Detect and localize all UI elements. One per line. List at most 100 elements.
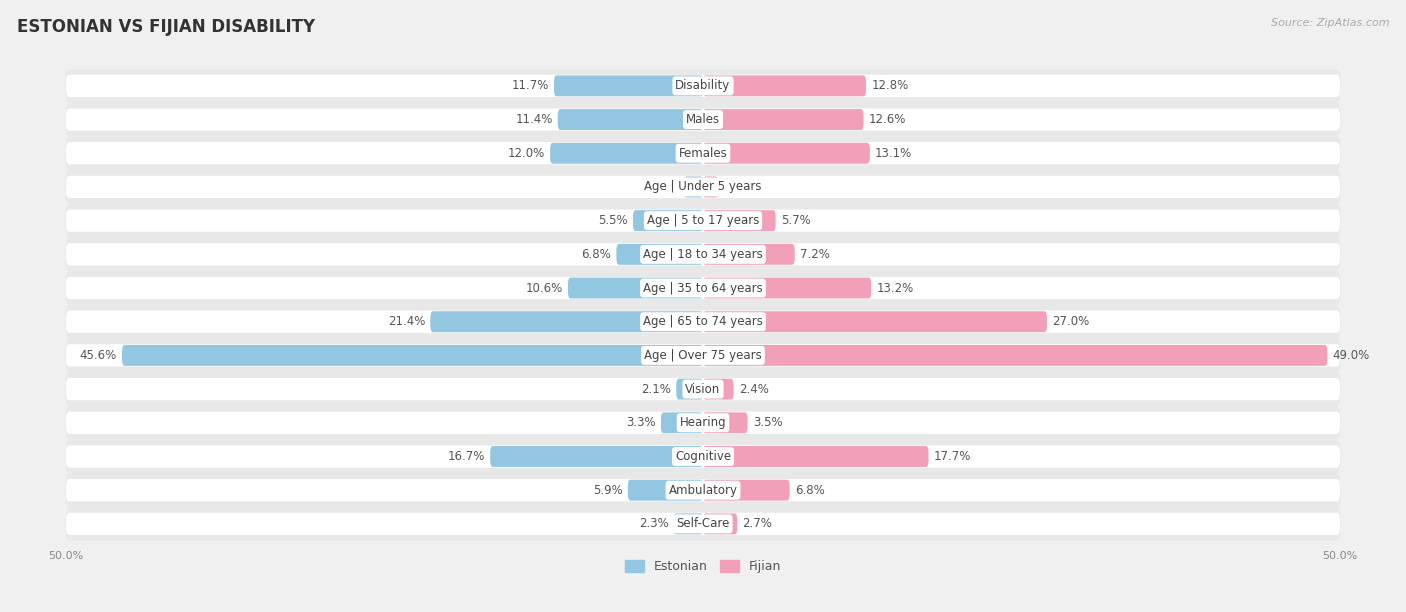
FancyBboxPatch shape bbox=[550, 143, 703, 163]
Text: Hearing: Hearing bbox=[679, 416, 727, 429]
FancyBboxPatch shape bbox=[66, 513, 1340, 535]
Text: 11.7%: 11.7% bbox=[512, 80, 548, 92]
Text: 13.1%: 13.1% bbox=[875, 147, 912, 160]
FancyBboxPatch shape bbox=[66, 271, 1340, 305]
Legend: Estonian, Fijian: Estonian, Fijian bbox=[624, 560, 782, 573]
Text: 6.8%: 6.8% bbox=[582, 248, 612, 261]
FancyBboxPatch shape bbox=[66, 372, 1340, 406]
Text: Age | Over 75 years: Age | Over 75 years bbox=[644, 349, 762, 362]
FancyBboxPatch shape bbox=[66, 446, 1340, 468]
FancyBboxPatch shape bbox=[66, 176, 1340, 198]
Text: 21.4%: 21.4% bbox=[388, 315, 425, 328]
FancyBboxPatch shape bbox=[703, 210, 776, 231]
FancyBboxPatch shape bbox=[66, 170, 1340, 204]
Text: Disability: Disability bbox=[675, 80, 731, 92]
FancyBboxPatch shape bbox=[66, 108, 1340, 131]
FancyBboxPatch shape bbox=[703, 109, 863, 130]
FancyBboxPatch shape bbox=[703, 480, 790, 501]
Text: 2.7%: 2.7% bbox=[742, 517, 772, 531]
Text: Females: Females bbox=[679, 147, 727, 160]
Text: 13.2%: 13.2% bbox=[876, 282, 914, 294]
FancyBboxPatch shape bbox=[66, 142, 1340, 165]
FancyBboxPatch shape bbox=[66, 277, 1340, 299]
FancyBboxPatch shape bbox=[628, 480, 703, 501]
Text: 45.6%: 45.6% bbox=[80, 349, 117, 362]
Text: Ambulatory: Ambulatory bbox=[668, 483, 738, 497]
Text: Age | 5 to 17 years: Age | 5 to 17 years bbox=[647, 214, 759, 227]
FancyBboxPatch shape bbox=[703, 412, 748, 433]
Text: Source: ZipAtlas.com: Source: ZipAtlas.com bbox=[1271, 18, 1389, 28]
Text: ESTONIAN VS FIJIAN DISABILITY: ESTONIAN VS FIJIAN DISABILITY bbox=[17, 18, 315, 36]
FancyBboxPatch shape bbox=[703, 312, 1047, 332]
FancyBboxPatch shape bbox=[703, 176, 718, 198]
FancyBboxPatch shape bbox=[554, 75, 703, 96]
FancyBboxPatch shape bbox=[633, 210, 703, 231]
FancyBboxPatch shape bbox=[703, 513, 737, 534]
FancyBboxPatch shape bbox=[66, 507, 1340, 541]
FancyBboxPatch shape bbox=[66, 305, 1340, 338]
FancyBboxPatch shape bbox=[66, 69, 1340, 103]
FancyBboxPatch shape bbox=[66, 136, 1340, 170]
Text: Age | 35 to 64 years: Age | 35 to 64 years bbox=[643, 282, 763, 294]
FancyBboxPatch shape bbox=[673, 513, 703, 534]
Text: 17.7%: 17.7% bbox=[934, 450, 972, 463]
FancyBboxPatch shape bbox=[703, 143, 870, 163]
Text: Vision: Vision bbox=[685, 382, 721, 395]
FancyBboxPatch shape bbox=[568, 278, 703, 299]
FancyBboxPatch shape bbox=[491, 446, 703, 467]
Text: 27.0%: 27.0% bbox=[1052, 315, 1090, 328]
FancyBboxPatch shape bbox=[616, 244, 703, 265]
FancyBboxPatch shape bbox=[66, 345, 1340, 367]
Text: 12.6%: 12.6% bbox=[869, 113, 905, 126]
Text: 3.3%: 3.3% bbox=[626, 416, 655, 429]
Text: Cognitive: Cognitive bbox=[675, 450, 731, 463]
Text: 5.7%: 5.7% bbox=[780, 214, 810, 227]
FancyBboxPatch shape bbox=[66, 311, 1340, 333]
FancyBboxPatch shape bbox=[66, 237, 1340, 271]
Text: 3.5%: 3.5% bbox=[752, 416, 782, 429]
Text: 2.1%: 2.1% bbox=[641, 382, 671, 395]
Text: 10.6%: 10.6% bbox=[526, 282, 562, 294]
Text: 5.9%: 5.9% bbox=[593, 483, 623, 497]
FancyBboxPatch shape bbox=[703, 379, 734, 400]
FancyBboxPatch shape bbox=[703, 244, 794, 265]
Text: 7.2%: 7.2% bbox=[800, 248, 830, 261]
FancyBboxPatch shape bbox=[66, 209, 1340, 232]
FancyBboxPatch shape bbox=[703, 345, 1327, 366]
FancyBboxPatch shape bbox=[66, 406, 1340, 439]
Text: 2.4%: 2.4% bbox=[738, 382, 769, 395]
FancyBboxPatch shape bbox=[122, 345, 703, 366]
FancyBboxPatch shape bbox=[661, 412, 703, 433]
FancyBboxPatch shape bbox=[676, 379, 703, 400]
FancyBboxPatch shape bbox=[66, 103, 1340, 136]
Text: 2.3%: 2.3% bbox=[638, 517, 669, 531]
FancyBboxPatch shape bbox=[66, 75, 1340, 97]
Text: 6.8%: 6.8% bbox=[794, 483, 824, 497]
FancyBboxPatch shape bbox=[66, 338, 1340, 372]
FancyBboxPatch shape bbox=[430, 312, 703, 332]
FancyBboxPatch shape bbox=[703, 278, 872, 299]
Text: 49.0%: 49.0% bbox=[1333, 349, 1369, 362]
FancyBboxPatch shape bbox=[703, 75, 866, 96]
Text: Age | 18 to 34 years: Age | 18 to 34 years bbox=[643, 248, 763, 261]
Text: Males: Males bbox=[686, 113, 720, 126]
FancyBboxPatch shape bbox=[683, 176, 703, 198]
FancyBboxPatch shape bbox=[66, 412, 1340, 434]
FancyBboxPatch shape bbox=[703, 446, 928, 467]
Text: 11.4%: 11.4% bbox=[515, 113, 553, 126]
FancyBboxPatch shape bbox=[66, 473, 1340, 507]
FancyBboxPatch shape bbox=[558, 109, 703, 130]
Text: Self-Care: Self-Care bbox=[676, 517, 730, 531]
FancyBboxPatch shape bbox=[66, 243, 1340, 266]
Text: 16.7%: 16.7% bbox=[447, 450, 485, 463]
Text: 12.8%: 12.8% bbox=[872, 80, 908, 92]
FancyBboxPatch shape bbox=[66, 479, 1340, 501]
Text: 5.5%: 5.5% bbox=[598, 214, 628, 227]
Text: Age | 65 to 74 years: Age | 65 to 74 years bbox=[643, 315, 763, 328]
FancyBboxPatch shape bbox=[66, 204, 1340, 237]
Text: Age | Under 5 years: Age | Under 5 years bbox=[644, 181, 762, 193]
Text: 12.0%: 12.0% bbox=[508, 147, 546, 160]
Text: 1.2%: 1.2% bbox=[723, 181, 754, 193]
FancyBboxPatch shape bbox=[66, 439, 1340, 473]
FancyBboxPatch shape bbox=[66, 378, 1340, 400]
